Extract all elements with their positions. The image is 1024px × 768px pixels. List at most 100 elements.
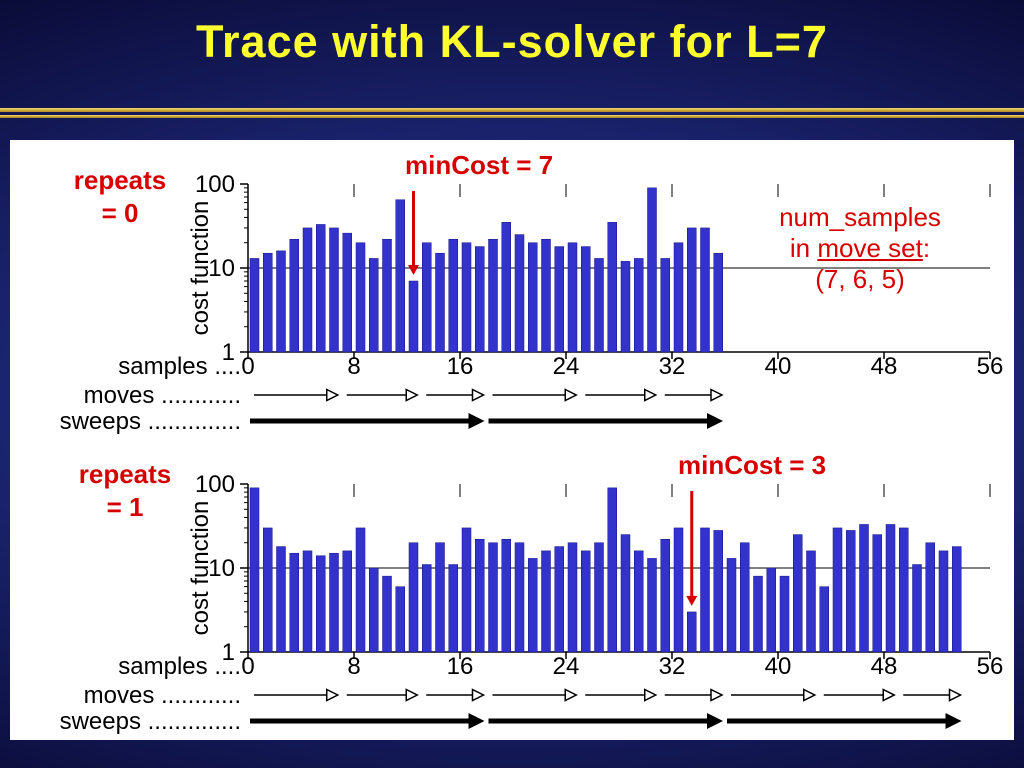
bar <box>276 546 286 653</box>
bar <box>846 530 856 653</box>
bar <box>925 542 935 653</box>
bar <box>408 280 419 353</box>
sweep-arrow-head <box>707 413 723 429</box>
y-tick-label: 10 <box>208 555 235 582</box>
move-arrow-head <box>471 388 486 402</box>
sweeps-arrows <box>250 713 962 729</box>
y-tick-label: 1 <box>222 339 235 366</box>
bar <box>541 550 551 653</box>
bar <box>726 558 737 653</box>
bar <box>435 542 445 653</box>
bar <box>514 542 525 653</box>
x-tick-label: 16 <box>447 353 474 380</box>
chart-repeats-1: 1 10 100 cost function 0 8 16 24 32 40 48 56 samples… <box>60 471 1004 735</box>
x-tick-label: 8 <box>347 653 360 680</box>
bar <box>779 575 790 653</box>
bar <box>740 542 750 653</box>
bar <box>620 534 631 653</box>
chart-repeats-0: 1 10 100 cost function 0 8 16 24 32 40 48 56 samples… <box>60 171 1004 435</box>
bar <box>753 575 763 653</box>
min-cost-1-label: minCost = 3 <box>678 450 827 480</box>
bar <box>382 575 392 653</box>
x-tick-label: 40 <box>765 653 792 680</box>
bar <box>673 242 684 353</box>
bar <box>302 550 313 653</box>
bar <box>395 199 405 353</box>
bar <box>607 487 617 653</box>
move-arrow-head <box>644 388 658 402</box>
bar <box>488 238 498 353</box>
sweeps-arrows <box>250 413 723 429</box>
top-ticks <box>353 184 991 197</box>
gold-line-top <box>0 108 1024 112</box>
bars <box>249 487 962 653</box>
bar <box>528 242 538 353</box>
moves-arrows <box>254 388 724 402</box>
sweep-arrow-head <box>945 713 962 729</box>
gold-line-bottom <box>0 115 1024 118</box>
bar <box>289 238 299 353</box>
x-tick-label: 40 <box>765 353 792 380</box>
bar <box>461 527 472 653</box>
sweeps-label: sweeps .............. <box>60 708 241 735</box>
bar <box>316 224 326 353</box>
move-arrow-head <box>710 388 724 402</box>
y-axis-title: cost function <box>187 201 214 336</box>
bar <box>806 550 816 653</box>
repeats-0-word: repeats <box>73 165 167 195</box>
move-arrow-head <box>710 688 724 702</box>
bar <box>554 546 564 653</box>
y-tick-label: 100 <box>195 471 235 498</box>
move-arrow-head <box>405 388 419 402</box>
sweep-arrow-head <box>468 713 485 729</box>
min-cost-arrow <box>408 191 419 276</box>
bar <box>700 527 710 653</box>
x-tick-label: 32 <box>659 653 686 680</box>
bar <box>475 538 485 653</box>
bar <box>329 552 339 653</box>
move-arrow-head <box>471 688 486 702</box>
move-arrow-head <box>803 688 817 702</box>
bar <box>819 586 829 653</box>
bar <box>673 527 684 653</box>
bar <box>647 187 657 353</box>
move-arrow-head <box>948 688 963 702</box>
moves-label: moves ............ <box>84 682 241 709</box>
bar <box>541 238 551 353</box>
bar <box>793 534 803 653</box>
y-axis: 1 10 100 cost function <box>187 471 249 666</box>
bar <box>634 550 644 653</box>
move-arrow-head <box>326 388 340 402</box>
bar <box>355 527 366 653</box>
bar <box>567 542 578 653</box>
bar <box>872 534 882 653</box>
bar <box>422 242 432 353</box>
bar <box>687 227 697 353</box>
x-tick-label: 0 <box>241 653 254 680</box>
bar <box>249 258 260 353</box>
bar <box>435 252 445 353</box>
x-tick-label: 56 <box>977 353 1004 380</box>
bar <box>859 524 869 653</box>
x-tick-label: 48 <box>871 653 898 680</box>
bar <box>885 524 896 653</box>
bar <box>594 258 604 353</box>
bar <box>713 530 723 653</box>
x-axis: 0 8 16 24 32 40 48 56 <box>241 651 1003 680</box>
bar <box>567 242 578 353</box>
x-tick-label: 0 <box>241 353 254 380</box>
annotation-line-3: (7, 6, 5) <box>815 264 905 294</box>
bar <box>766 567 776 653</box>
bar <box>276 250 286 353</box>
bar <box>581 246 591 353</box>
samples-label: samples .... <box>118 353 241 380</box>
bar <box>342 550 352 653</box>
repeats-1-value: = 1 <box>106 492 144 522</box>
repeats-1-word: repeats <box>78 459 172 489</box>
bar <box>660 538 670 653</box>
bar <box>249 487 260 653</box>
bar <box>488 542 498 653</box>
min-cost-0-label: minCost = 7 <box>405 150 554 180</box>
sweeps-label: sweeps .............. <box>60 408 241 435</box>
move-arrow-head <box>326 688 340 702</box>
